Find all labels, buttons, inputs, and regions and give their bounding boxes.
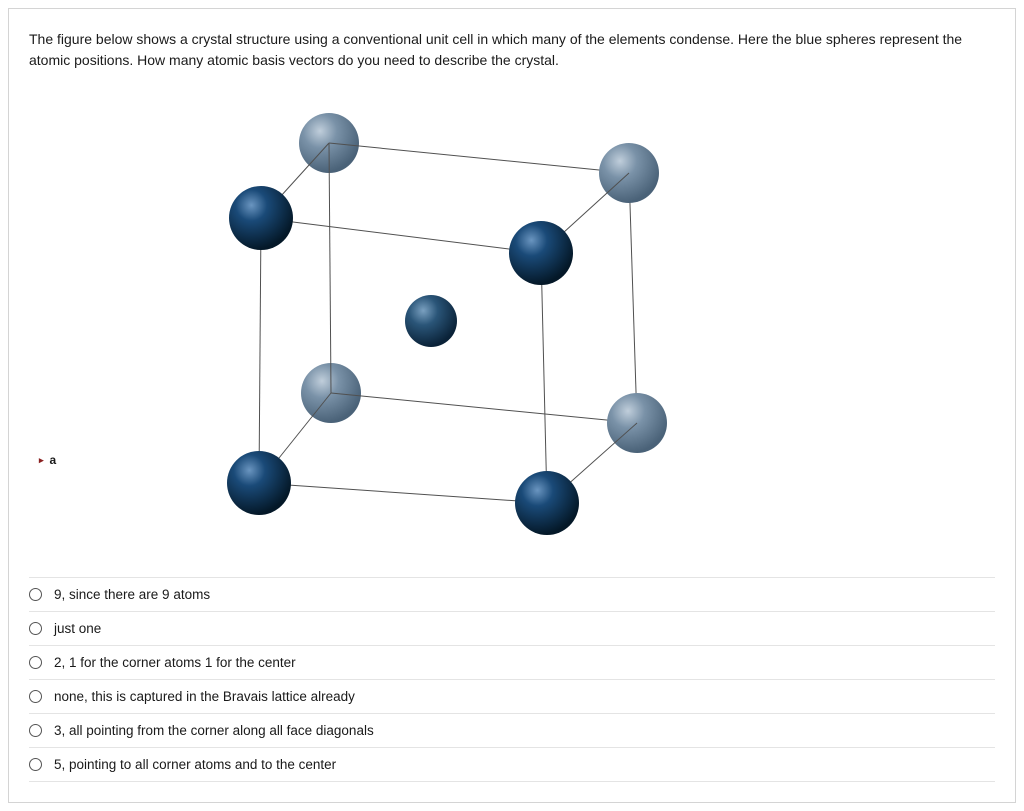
radio-icon[interactable]	[29, 724, 42, 737]
caret-icon: ▸	[39, 455, 44, 465]
option-row[interactable]: just one	[29, 611, 995, 645]
figure-area: ▸a	[29, 83, 995, 573]
option-label: 2, 1 for the corner atoms 1 for the cent…	[54, 655, 296, 670]
option-label: just one	[54, 621, 101, 636]
radio-icon[interactable]	[29, 656, 42, 669]
option-label: 9, since there are 9 atoms	[54, 587, 210, 602]
crystal-figure	[199, 83, 719, 543]
option-row[interactable]: 3, all pointing from the corner along al…	[29, 713, 995, 747]
axis-label-text: a	[50, 453, 57, 467]
radio-icon[interactable]	[29, 690, 42, 703]
question-container: The figure below shows a crystal structu…	[8, 8, 1016, 803]
option-row[interactable]: 9, since there are 9 atoms	[29, 577, 995, 611]
question-text: The figure below shows a crystal structu…	[29, 29, 995, 71]
radio-icon[interactable]	[29, 588, 42, 601]
axis-label: ▸a	[39, 453, 56, 467]
radio-icon[interactable]	[29, 622, 42, 635]
option-row[interactable]: none, this is captured in the Bravais la…	[29, 679, 995, 713]
options-list: 9, since there are 9 atoms just one 2, 1 f…	[29, 577, 995, 782]
crystal-svg	[199, 83, 719, 543]
option-row[interactable]: 5, pointing to all corner atoms and to t…	[29, 747, 995, 782]
option-label: 5, pointing to all corner atoms and to t…	[54, 757, 336, 772]
option-row[interactable]: 2, 1 for the corner atoms 1 for the cent…	[29, 645, 995, 679]
radio-icon[interactable]	[29, 758, 42, 771]
option-label: 3, all pointing from the corner along al…	[54, 723, 374, 738]
option-label: none, this is captured in the Bravais la…	[54, 689, 355, 704]
